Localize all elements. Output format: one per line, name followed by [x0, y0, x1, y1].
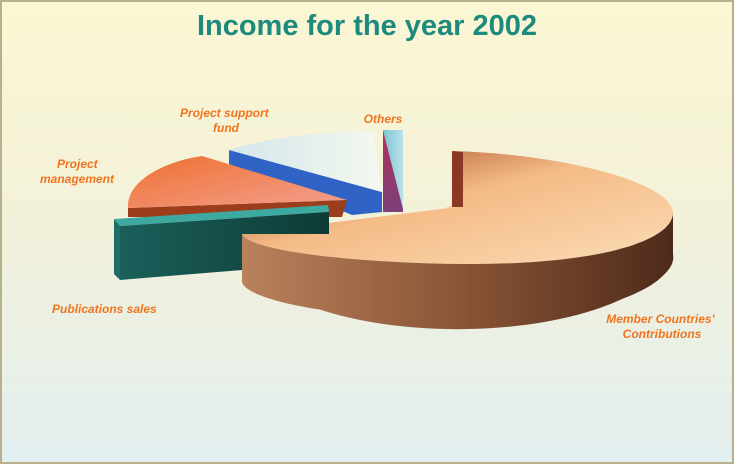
slice-project-support-fund — [229, 131, 382, 215]
label-member-countries: Member Countries' Contributions — [606, 312, 718, 341]
label-publications-sales-line1: Publications sales — [52, 302, 157, 316]
slice-others-side — [383, 130, 403, 212]
slice-project-support-fund-side — [229, 150, 382, 215]
slice-others — [383, 130, 403, 212]
label-others: Others — [364, 112, 403, 126]
slice-member-countries — [242, 151, 674, 330]
label-project-management-line1: Project — [57, 157, 99, 171]
slice-member-countries-cut — [452, 151, 463, 207]
slice-publications-sales-side — [114, 219, 120, 280]
label-publications-sales: Publications sales — [52, 302, 157, 316]
chart-title: Income for the year 2002 — [196, 10, 538, 42]
label-project-management: Project management — [40, 157, 115, 186]
slice-publications-sales — [114, 205, 329, 280]
slice-member-countries-top-main — [242, 151, 674, 264]
label-others-line1: Others — [364, 112, 403, 126]
label-member-countries-line2: Contributions — [623, 327, 702, 341]
label-project-support-fund: Project support fund — [180, 106, 272, 135]
label-project-management-line2: management — [40, 172, 115, 186]
slice-publications-sales-top — [114, 205, 329, 226]
label-member-countries-line1: Member Countries' — [606, 312, 715, 326]
label-project-support-fund-line2: fund — [213, 121, 240, 135]
slice-project-support-fund-top — [229, 131, 382, 192]
slice-member-countries-front — [242, 212, 674, 320]
label-project-support-fund-line1: Project support — [180, 106, 270, 120]
slice-publications-sales-front — [120, 212, 329, 280]
slice-project-management-top — [127, 156, 347, 208]
